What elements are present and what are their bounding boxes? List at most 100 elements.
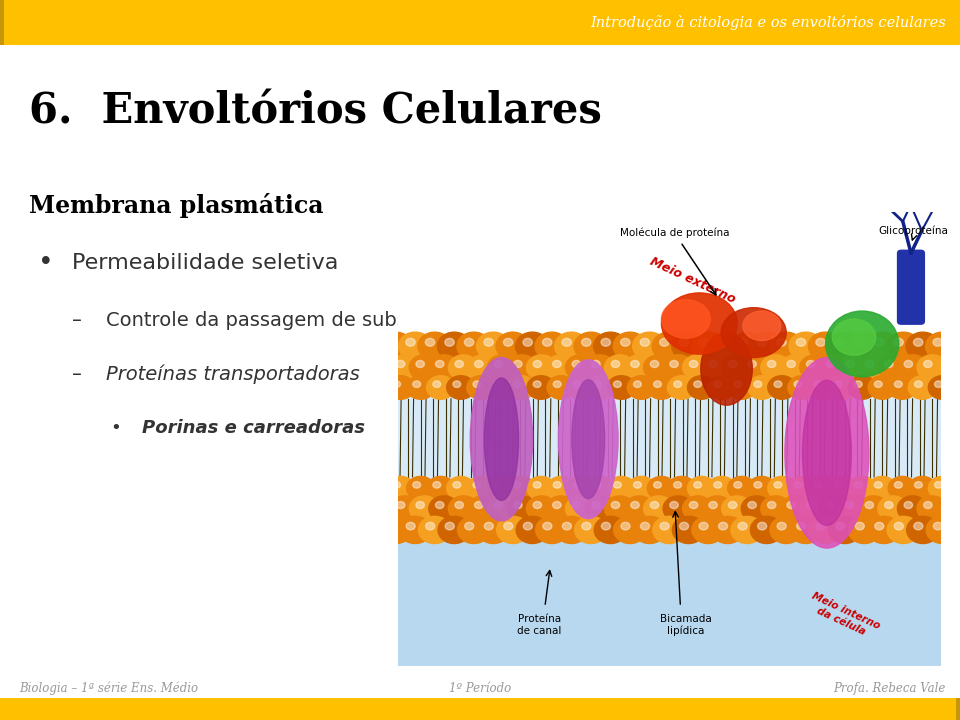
Circle shape xyxy=(670,361,679,367)
Circle shape xyxy=(426,477,455,500)
Circle shape xyxy=(748,477,776,500)
Circle shape xyxy=(593,482,601,488)
Circle shape xyxy=(826,361,834,367)
Circle shape xyxy=(877,355,908,380)
Circle shape xyxy=(567,376,595,400)
Text: Permeabilidade seletiva: Permeabilidade seletiva xyxy=(72,253,338,273)
Circle shape xyxy=(526,496,557,521)
Circle shape xyxy=(507,477,535,500)
Circle shape xyxy=(533,502,541,508)
Circle shape xyxy=(438,332,471,360)
Circle shape xyxy=(826,502,834,508)
Circle shape xyxy=(563,522,571,530)
Circle shape xyxy=(448,355,479,380)
Circle shape xyxy=(650,361,659,367)
Circle shape xyxy=(943,361,951,367)
Circle shape xyxy=(926,516,959,544)
FancyBboxPatch shape xyxy=(897,250,925,325)
Circle shape xyxy=(780,496,810,521)
Bar xyxy=(398,485,941,666)
Circle shape xyxy=(379,332,413,360)
Circle shape xyxy=(496,516,529,544)
Circle shape xyxy=(906,516,939,544)
Circle shape xyxy=(934,381,943,387)
Circle shape xyxy=(467,376,495,400)
Circle shape xyxy=(393,381,400,387)
Text: •: • xyxy=(38,250,54,276)
Circle shape xyxy=(387,477,415,500)
Circle shape xyxy=(555,516,588,544)
Ellipse shape xyxy=(661,293,737,354)
Circle shape xyxy=(768,376,796,400)
Circle shape xyxy=(653,516,685,544)
Circle shape xyxy=(553,361,561,367)
Circle shape xyxy=(895,381,902,387)
Circle shape xyxy=(523,522,533,530)
Circle shape xyxy=(613,381,621,387)
Circle shape xyxy=(855,338,864,346)
Circle shape xyxy=(868,477,897,500)
Circle shape xyxy=(846,502,854,508)
Circle shape xyxy=(467,477,495,500)
Ellipse shape xyxy=(785,358,869,548)
Circle shape xyxy=(396,361,405,367)
Circle shape xyxy=(888,376,917,400)
Circle shape xyxy=(868,376,897,400)
Circle shape xyxy=(593,381,601,387)
Circle shape xyxy=(387,522,396,530)
Ellipse shape xyxy=(661,300,710,338)
Circle shape xyxy=(854,482,862,488)
Circle shape xyxy=(494,361,502,367)
Circle shape xyxy=(488,355,517,380)
Circle shape xyxy=(788,376,816,400)
Circle shape xyxy=(898,496,927,521)
Circle shape xyxy=(738,522,747,530)
Circle shape xyxy=(533,482,541,488)
Circle shape xyxy=(542,338,552,346)
Circle shape xyxy=(573,482,581,488)
Circle shape xyxy=(760,355,791,380)
Circle shape xyxy=(643,355,674,380)
Circle shape xyxy=(484,338,493,346)
Circle shape xyxy=(722,496,752,521)
Circle shape xyxy=(409,496,440,521)
Circle shape xyxy=(774,482,781,488)
Circle shape xyxy=(748,376,776,400)
Circle shape xyxy=(631,361,639,367)
Circle shape xyxy=(680,522,688,530)
Circle shape xyxy=(448,496,479,521)
Circle shape xyxy=(588,376,615,400)
Circle shape xyxy=(601,522,611,530)
Circle shape xyxy=(567,477,595,500)
Text: Molécula de proteína: Molécula de proteína xyxy=(620,228,730,238)
Text: Bicamada
lipídica: Bicamada lipídica xyxy=(660,614,711,636)
Circle shape xyxy=(875,338,884,346)
Circle shape xyxy=(613,516,646,544)
Circle shape xyxy=(640,522,650,530)
Circle shape xyxy=(710,332,744,360)
Ellipse shape xyxy=(572,379,605,499)
Circle shape xyxy=(754,482,762,488)
Circle shape xyxy=(513,381,521,387)
Circle shape xyxy=(425,338,435,346)
Circle shape xyxy=(523,338,533,346)
Circle shape xyxy=(542,522,552,530)
Circle shape xyxy=(555,332,588,360)
Text: –: – xyxy=(72,365,82,384)
Circle shape xyxy=(565,496,596,521)
Circle shape xyxy=(527,477,555,500)
Circle shape xyxy=(741,355,772,380)
Circle shape xyxy=(751,516,783,544)
Circle shape xyxy=(694,482,702,488)
Circle shape xyxy=(591,361,600,367)
Circle shape xyxy=(768,477,796,500)
Circle shape xyxy=(494,502,502,508)
Circle shape xyxy=(925,332,959,360)
Circle shape xyxy=(924,502,932,508)
Circle shape xyxy=(780,355,810,380)
Circle shape xyxy=(455,361,464,367)
Circle shape xyxy=(546,355,576,380)
Circle shape xyxy=(426,376,455,400)
Circle shape xyxy=(777,522,786,530)
Circle shape xyxy=(767,502,776,508)
